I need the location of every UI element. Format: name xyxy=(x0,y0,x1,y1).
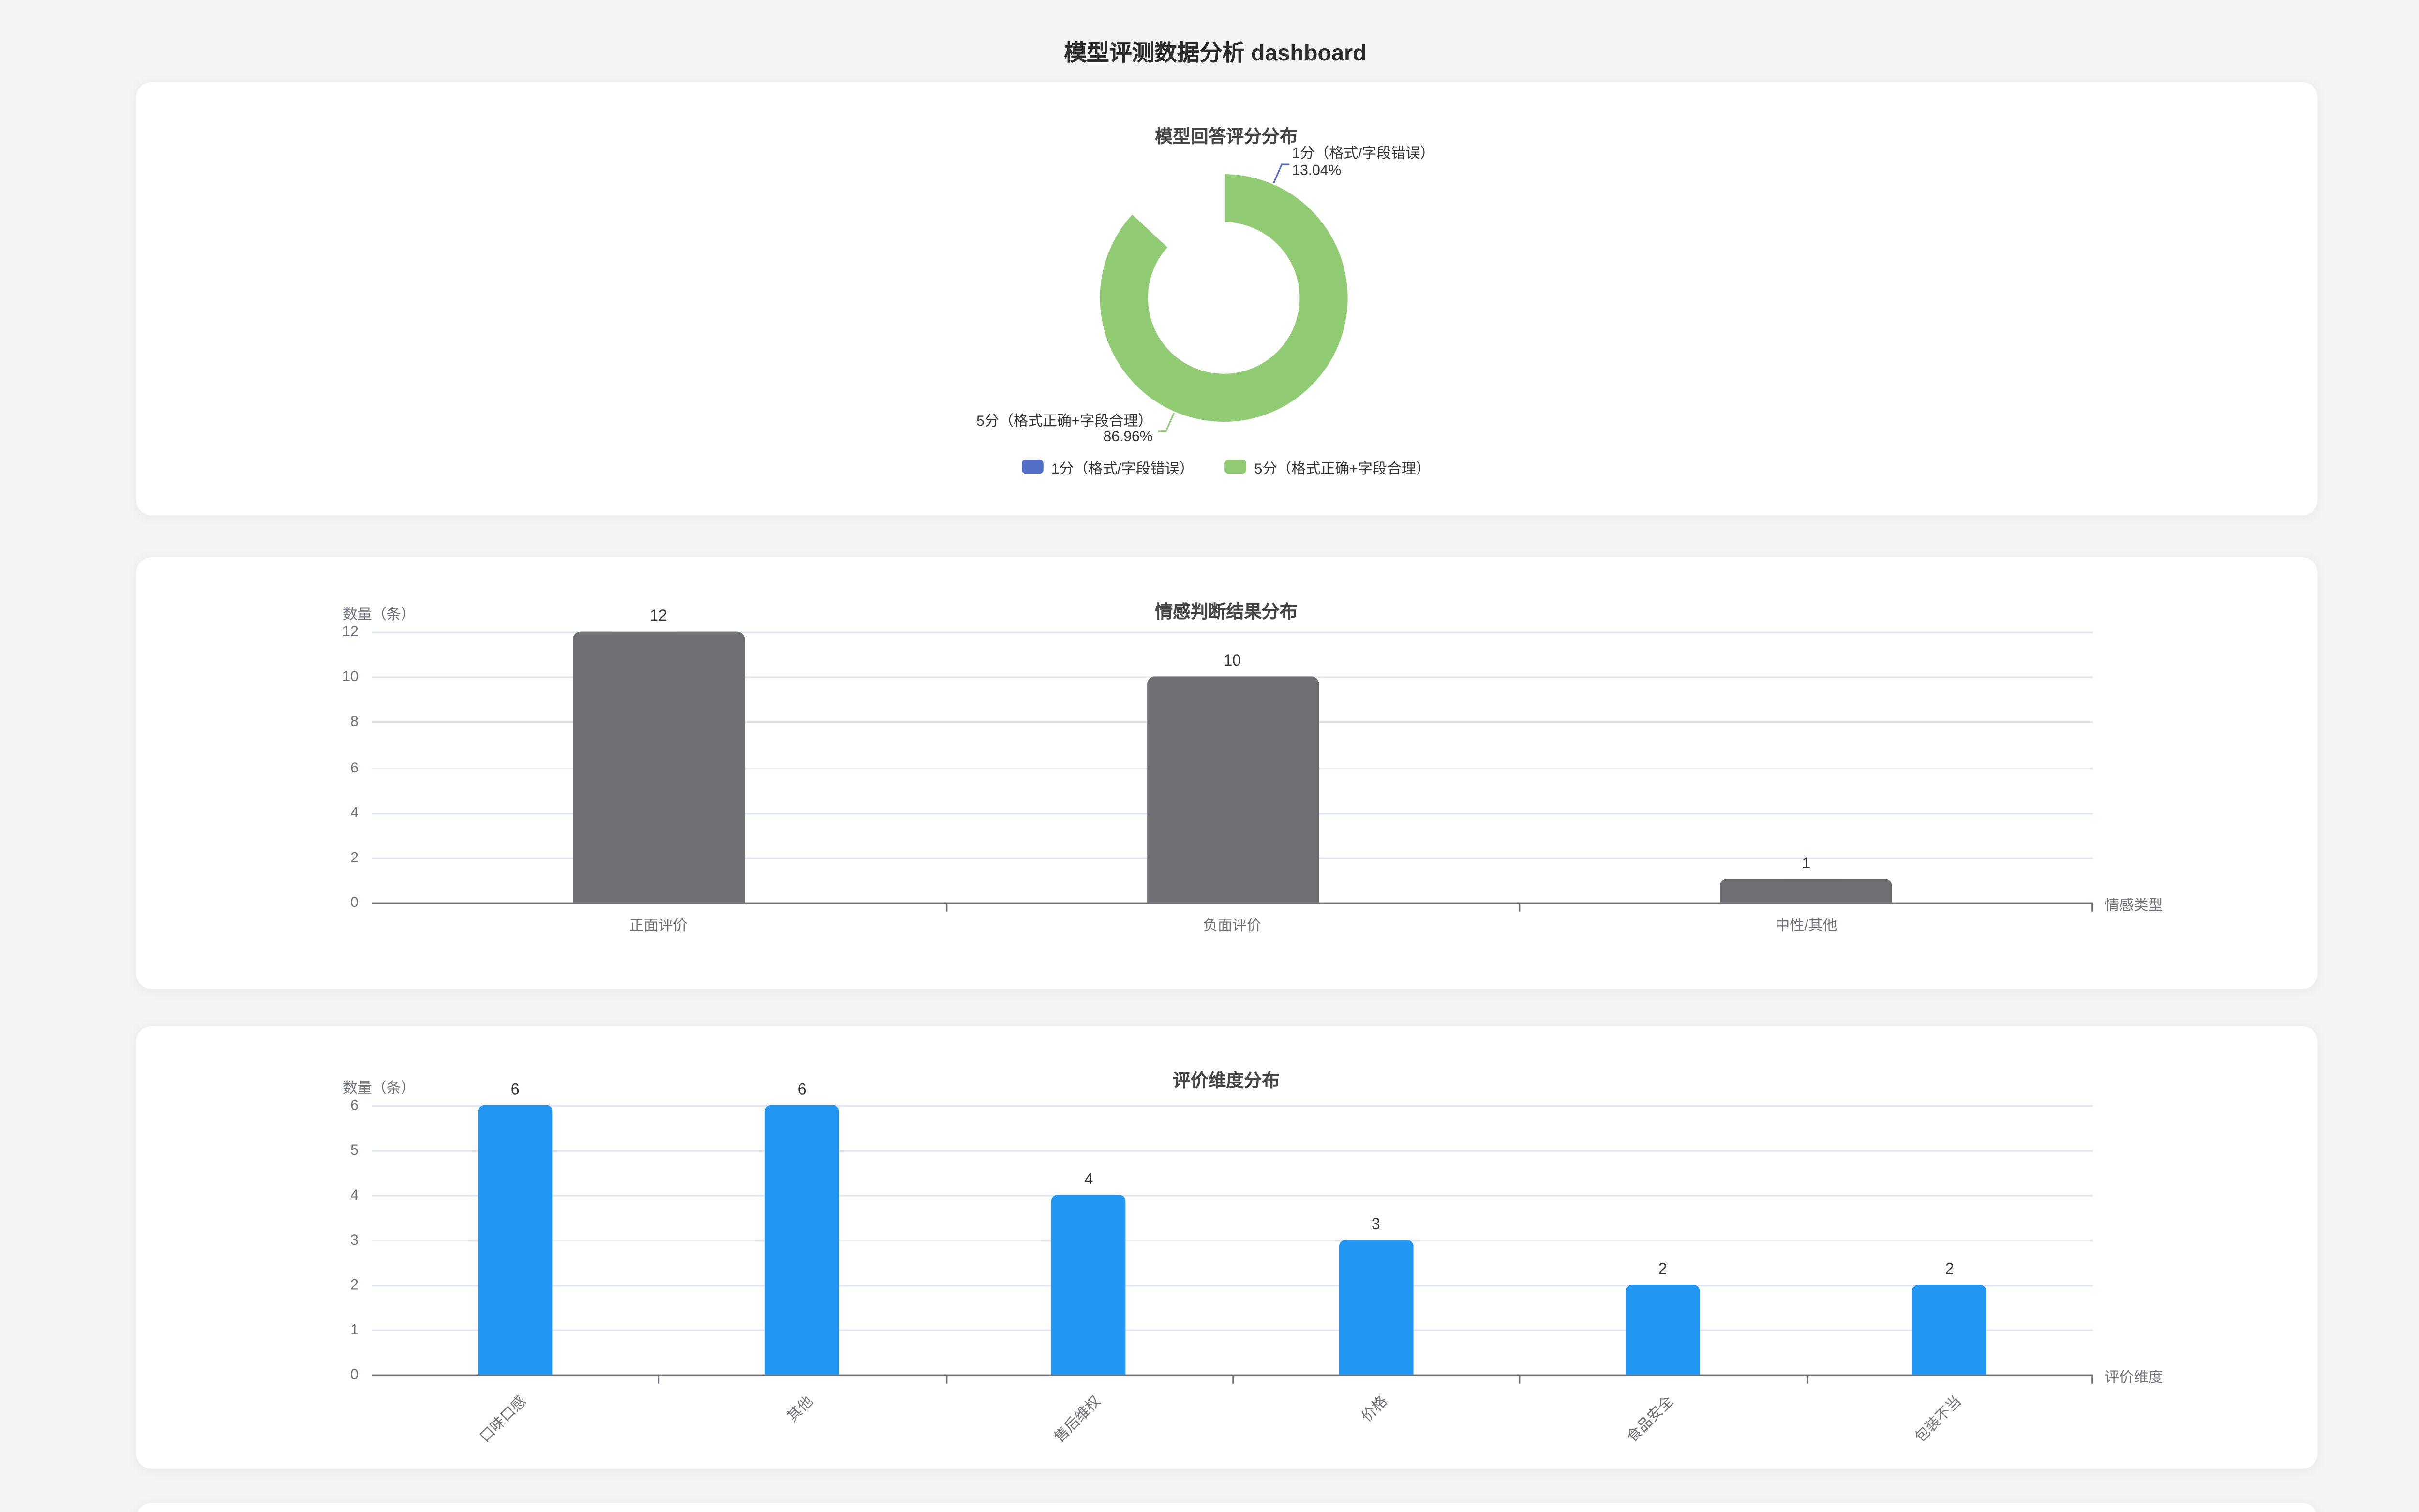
x-tick-label-aftersales: 售后维权 xyxy=(1050,1391,1103,1445)
gridline xyxy=(372,631,2093,633)
y-tick-label: 0 xyxy=(350,893,358,910)
pie-slice-label-1: 1分（格式/字段错误） 13.04% xyxy=(1292,144,1435,179)
axis-tick xyxy=(945,904,947,912)
sentiment-chart-title: 情感判断结果分布 xyxy=(1155,604,1298,623)
gridline xyxy=(372,1240,2093,1242)
pie-slice-label-1-name: 1分（格式/字段错误） xyxy=(1292,144,1435,161)
y-tick-label: 6 xyxy=(350,757,358,775)
axis-tick xyxy=(1519,1376,1521,1384)
dimension-chart-title: 评价维度分布 xyxy=(1173,1072,1280,1091)
bar-packaging[interactable]: 2 xyxy=(1912,1261,1987,1375)
page-title: 模型评测数据分析 dashboard xyxy=(1064,42,1367,67)
x-tick-label-other: 其他 xyxy=(783,1391,817,1424)
legend-swatch-blue xyxy=(1021,460,1044,474)
bar-foodsafety[interactable]: 2 xyxy=(1626,1261,1700,1375)
axis-tick xyxy=(1232,1376,1234,1384)
legend-item-score-1[interactable]: 1分（格式/字段错误） xyxy=(1021,456,1194,477)
score-pie-card: 模型回答评分分布 1分（格式/字段错误） 13.04% 5分（格式正确+字段合理… xyxy=(135,81,2317,516)
bar-value-label: 6 xyxy=(797,1082,806,1099)
bar-positive[interactable]: 12 xyxy=(572,608,745,903)
score-pie-title: 模型回答评分分布 xyxy=(1155,128,1298,147)
gridline xyxy=(372,1285,2093,1287)
bar-value-label: 1 xyxy=(1802,856,1811,874)
gridline xyxy=(372,1105,2093,1107)
bar-value-label: 2 xyxy=(1658,1261,1667,1279)
dimension-chart-card: 评价维度分布 数量（条） 6 5 4 3 2 1 0 6 6 4 3 xyxy=(135,1025,2317,1468)
axis-tick xyxy=(945,1376,947,1384)
bar-negative[interactable]: 10 xyxy=(1146,653,1318,903)
pie-slice-label-1-percent: 13.04% xyxy=(1292,161,1342,178)
y-tick-label: 8 xyxy=(350,712,358,730)
pie-leader-line-1 xyxy=(1272,163,1289,183)
legend-item-score-5[interactable]: 5分（格式正确+字段合理） xyxy=(1224,456,1431,477)
axis-tick xyxy=(1519,904,1521,912)
bar-value-label: 6 xyxy=(510,1082,520,1099)
score-donut-chart xyxy=(1096,163,1350,431)
bar-neutral[interactable]: 1 xyxy=(1720,857,1892,903)
pie-slice-5[interactable] xyxy=(1096,170,1350,424)
y-tick-label: 6 xyxy=(350,1096,358,1113)
x-tick-label-foodsafety: 食品安全 xyxy=(1624,1391,1677,1445)
y-tick-label: 1 xyxy=(350,1320,358,1337)
x-tick-label-packaging: 包装不当 xyxy=(1911,1391,1964,1445)
bar-value-label: 2 xyxy=(1945,1261,1954,1279)
y-tick-label: 2 xyxy=(350,847,358,865)
bar-aftersales[interactable]: 4 xyxy=(1051,1171,1126,1375)
axis-tick xyxy=(2091,904,2093,912)
axis-tick xyxy=(2091,1376,2093,1384)
x-tick-label-positive: 正面评价 xyxy=(629,916,687,934)
y-tick-label: 5 xyxy=(350,1141,358,1158)
sentiment-x-axis-name: 情感类型 xyxy=(2105,896,2163,913)
sentiment-plot-area: 12 10 1 xyxy=(372,608,2093,912)
axis-tick xyxy=(658,1376,660,1384)
dimension-plot-area: 6 6 4 3 2 2 xyxy=(372,1082,2093,1384)
axis-tick xyxy=(1806,1376,1808,1384)
pie-slice-label-5-percent: 86.96% xyxy=(1103,428,1153,445)
y-tick-label: 4 xyxy=(350,1186,358,1203)
bar-price[interactable]: 3 xyxy=(1339,1216,1413,1375)
gridline xyxy=(372,1150,2093,1152)
gridline xyxy=(372,1329,2093,1331)
pie-legend: 1分（格式/字段错误） 5分（格式正确+字段合理） xyxy=(135,456,2317,477)
y-tick-label: 0 xyxy=(350,1365,358,1382)
y-tick-label: 12 xyxy=(342,622,358,639)
bar-value-label: 10 xyxy=(1224,653,1241,671)
sentiment-chart-card: 情感判断结果分布 数量（条） 12 10 8 6 4 2 0 12 10 1 xyxy=(135,557,2317,989)
pie-slice-label-5-name: 5分（格式正确+字段合理） xyxy=(976,411,1153,428)
legend-label-score-1: 1分（格式/字段错误） xyxy=(1051,459,1194,476)
bar-other[interactable]: 6 xyxy=(764,1082,839,1375)
y-tick-label: 2 xyxy=(350,1275,358,1292)
y-tick-label: 3 xyxy=(350,1230,358,1248)
bar-taste[interactable]: 6 xyxy=(478,1082,552,1375)
x-tick-label-neutral: 中性/其他 xyxy=(1775,916,1837,934)
y-tick-label: 10 xyxy=(342,667,358,684)
y-tick-label: 4 xyxy=(350,802,358,820)
legend-swatch-green xyxy=(1224,460,1247,474)
legend-label-score-5: 5分（格式正确+字段合理） xyxy=(1254,459,1431,476)
x-tick-label-negative: 负面评价 xyxy=(1203,916,1262,934)
bar-value-label: 4 xyxy=(1084,1171,1093,1189)
dimension-x-axis-name: 评价维度 xyxy=(2105,1367,2163,1385)
x-tick-label-taste: 口味口感 xyxy=(476,1391,530,1445)
dimension-y-axis-name: 数量（条） xyxy=(343,1078,416,1095)
bar-value-label: 12 xyxy=(650,608,667,625)
pie-slice-label-5: 5分（格式正确+字段合理） 86.96% xyxy=(976,411,1153,446)
gridline xyxy=(372,1195,2093,1197)
x-tick-label-price: 价格 xyxy=(1357,1391,1390,1424)
pie-leader-line-5 xyxy=(1157,412,1174,431)
sentiment-y-axis-name: 数量（条） xyxy=(343,605,416,623)
bar-value-label: 3 xyxy=(1371,1216,1380,1234)
next-chart-card-partial xyxy=(135,1502,2317,1512)
